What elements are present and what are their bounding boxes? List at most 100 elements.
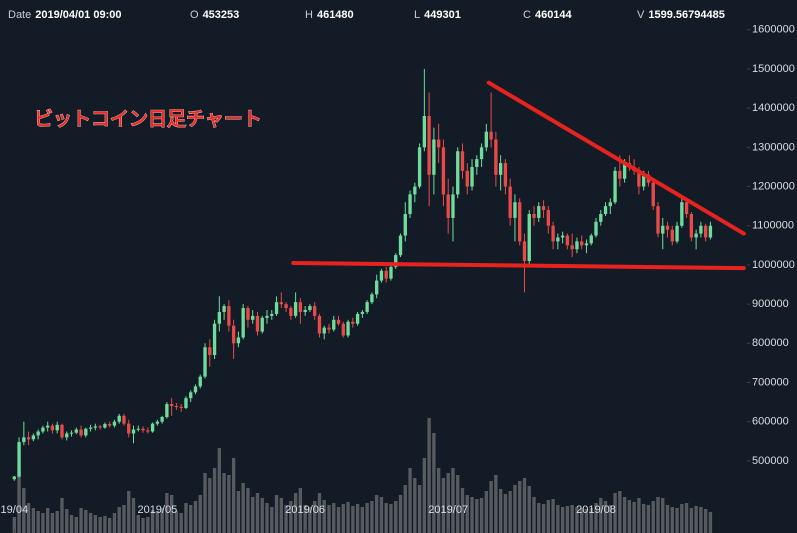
volume-bar <box>651 501 655 533</box>
candle-body <box>379 270 384 281</box>
candle-body <box>436 139 441 148</box>
x-tick-label: 2019/06 <box>285 504 325 516</box>
candle-body <box>255 315 260 332</box>
candle-body <box>88 427 93 429</box>
volume-bar <box>508 491 512 533</box>
volume-bar <box>675 508 679 533</box>
volume-bar <box>432 433 436 533</box>
candle-body <box>456 151 460 195</box>
candle-body <box>122 415 126 424</box>
legend-value: 449301 <box>424 9 461 21</box>
y-tick-label: 900000 <box>752 298 789 310</box>
legend-item: O 453253 <box>190 9 239 21</box>
volume-bar <box>55 511 59 533</box>
legend-value: 1599.56794485 <box>648 9 724 21</box>
volume-bar <box>518 481 522 533</box>
candle-body <box>608 202 612 207</box>
candle-body <box>84 428 88 436</box>
candle-body <box>289 308 293 316</box>
candle-body <box>79 429 83 436</box>
candle-body <box>565 235 570 246</box>
candle-body <box>446 194 450 218</box>
y-tick-label: 1300000 <box>752 141 795 153</box>
volume-bar <box>646 505 651 533</box>
volume-bar <box>122 505 126 533</box>
candle-body <box>260 317 264 332</box>
volume-bar <box>560 507 565 533</box>
candle-body <box>336 319 341 324</box>
legend-label: O <box>190 9 199 21</box>
candle-body <box>651 182 655 207</box>
volume-bar <box>570 505 574 533</box>
candle-body <box>189 392 193 399</box>
candle-body <box>174 406 179 408</box>
volume-bar <box>608 505 612 533</box>
trendline <box>291 260 746 271</box>
legend-value: 453253 <box>203 9 240 21</box>
volume-bar <box>484 491 489 533</box>
y-tick-label: 1000000 <box>752 259 795 271</box>
volume-bar <box>689 508 694 533</box>
candle-body <box>251 315 255 320</box>
volume-bar <box>532 497 536 533</box>
volume-bar <box>642 504 646 533</box>
volume-bar <box>375 495 379 533</box>
candle-body <box>117 415 121 422</box>
candle-body <box>169 404 174 407</box>
volume-bar <box>141 518 145 533</box>
candle-body <box>141 428 145 431</box>
volume-bar <box>546 500 550 533</box>
candle-body <box>484 131 489 148</box>
volume-bar <box>17 473 21 533</box>
candle-body <box>656 206 660 234</box>
x-tick-label: 2019/08 <box>576 504 616 516</box>
volume-bar <box>551 499 555 533</box>
annotation: ビットコイン日足チャート <box>34 108 262 130</box>
volume-bar <box>341 504 345 533</box>
candle-body <box>403 213 407 236</box>
volume-bar <box>79 508 83 533</box>
volume-bar <box>580 508 584 533</box>
volume-bar <box>360 507 365 533</box>
volume-bar <box>189 505 193 533</box>
candle-body <box>613 170 617 203</box>
volume-bar <box>236 491 241 533</box>
volume-bar <box>436 468 441 533</box>
volume-bar <box>179 513 183 533</box>
volume-bar <box>370 501 374 533</box>
candle-body <box>298 302 303 312</box>
volume-bar <box>456 475 460 533</box>
x-tick-label: 2019/07 <box>428 504 468 516</box>
candle-body <box>31 435 36 440</box>
y-tick-label: 600000 <box>752 416 789 428</box>
volume-bar <box>84 510 88 533</box>
candle-body <box>441 147 446 195</box>
candle-body <box>675 225 679 242</box>
volume-bar <box>475 499 479 533</box>
candle-body <box>508 186 512 218</box>
candle-body <box>375 280 379 295</box>
candle-body <box>93 426 98 428</box>
candle-body <box>165 404 169 417</box>
legend-item: Date 2019/04/01 09:00 <box>8 9 122 21</box>
candle-body <box>556 237 560 242</box>
volume-bar <box>65 509 69 533</box>
candle-body <box>55 424 59 431</box>
y-tick-label: 1200000 <box>752 180 795 192</box>
candle-body <box>618 170 622 179</box>
candle-body <box>494 139 498 175</box>
candle-body <box>222 306 226 312</box>
candle-body <box>41 427 45 432</box>
volume-bar <box>327 505 331 533</box>
volume-bar <box>212 468 217 533</box>
candle-body <box>217 311 221 324</box>
volume-bar <box>465 495 469 533</box>
candle-body <box>370 294 374 303</box>
volume-bar <box>336 507 341 533</box>
volume-bar <box>613 493 617 533</box>
candle-body <box>541 206 546 211</box>
volume-bar <box>699 507 703 533</box>
candle-body <box>479 147 484 160</box>
volume-bar <box>222 473 226 533</box>
volume-bar <box>413 478 417 533</box>
